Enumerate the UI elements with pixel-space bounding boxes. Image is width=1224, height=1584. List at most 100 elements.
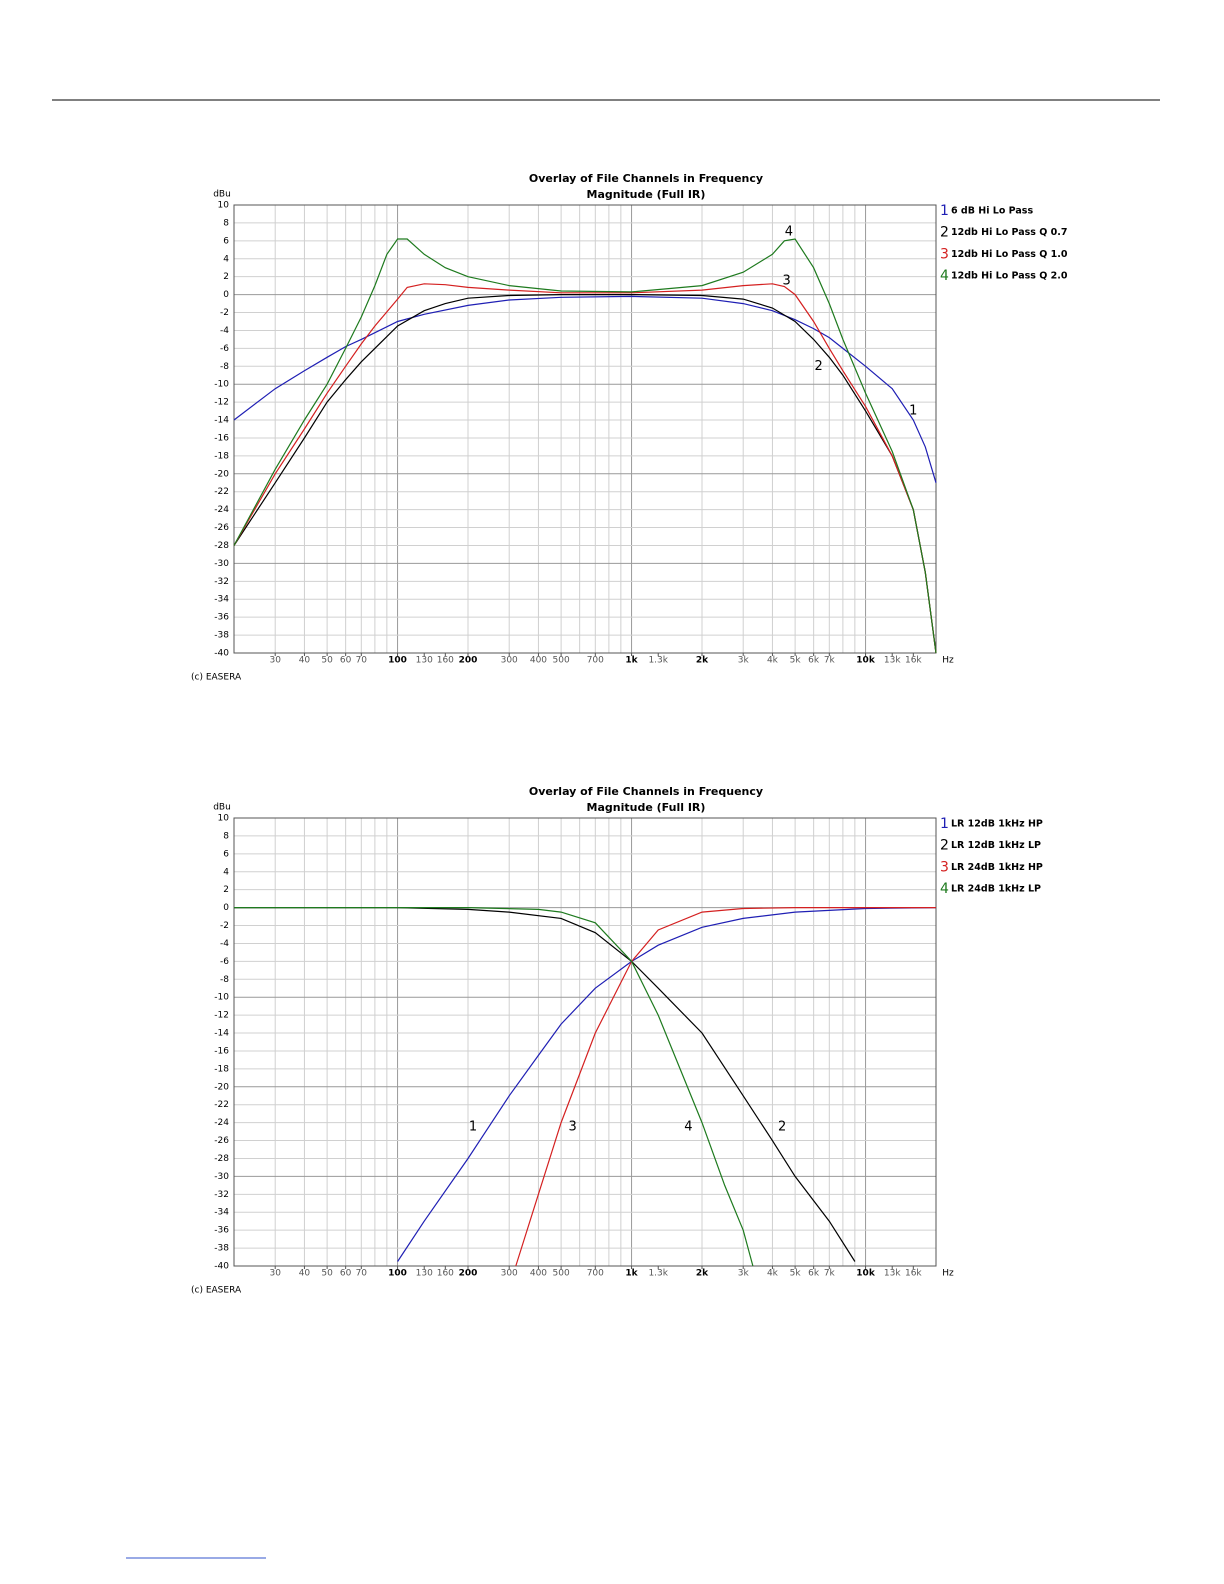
series-annotation: 1 — [469, 1120, 477, 1135]
series-annotation: 2 — [814, 359, 822, 374]
series-annotation: 3 — [568, 1120, 576, 1135]
x-tick-label: 1k — [625, 1269, 638, 1279]
x-tick-label: 700 — [587, 1269, 604, 1279]
y-tick-label: -8 — [220, 362, 229, 372]
y-tick-label: 10 — [218, 201, 230, 211]
x-tick-label: 1.3k — [648, 1269, 668, 1279]
y-tick-label: -26 — [214, 1136, 229, 1146]
x-tick-label: 3k — [738, 1269, 750, 1279]
x-tick-label: 100 — [388, 656, 407, 666]
y-tick-label: -20 — [214, 469, 229, 479]
x-axis-label: Hz — [942, 656, 954, 666]
x-tick-label: 160 — [437, 1269, 454, 1279]
x-tick-label: 700 — [587, 656, 604, 666]
x-tick-label: 2k — [696, 1269, 709, 1279]
series-line — [233, 295, 937, 483]
x-tick-label: 2k — [696, 656, 709, 666]
x-tick-label: 7k — [824, 656, 836, 666]
y-axis-label: dBu — [213, 190, 231, 200]
x-tick-label: 100 — [388, 1269, 407, 1279]
y-tick-label: -6 — [220, 344, 229, 354]
y-tick-label: -4 — [220, 939, 229, 949]
x-tick-label: 300 — [501, 656, 518, 666]
y-tick-label: 4 — [223, 254, 229, 264]
legend-number: 4 — [940, 881, 949, 897]
x-tick-label: 40 — [299, 1269, 311, 1279]
y-tick-label: -36 — [214, 1226, 229, 1236]
footer: (c) EASERA — [191, 1286, 242, 1296]
legend-label: LR 12dB 1kHz LP — [951, 840, 1041, 851]
y-tick-label: -6 — [220, 957, 229, 967]
series-line — [233, 294, 937, 654]
x-tick-label: 130 — [416, 1269, 433, 1279]
y-tick-label: -32 — [214, 577, 229, 587]
legend-number: 1 — [940, 816, 949, 832]
x-axis-label: Hz — [942, 1269, 954, 1279]
x-tick-label: 400 — [530, 656, 547, 666]
y-tick-label: -20 — [214, 1082, 229, 1092]
y-tick-label: 0 — [223, 290, 229, 300]
series-annotation: 2 — [778, 1120, 786, 1135]
x-tick-label: 400 — [530, 1269, 547, 1279]
x-tick-label: 1k — [625, 656, 638, 666]
x-tick-label: 200 — [459, 1269, 478, 1279]
series-annotation: 4 — [684, 1120, 692, 1135]
y-tick-label: -32 — [214, 1190, 229, 1200]
x-tick-label: 60 — [340, 656, 352, 666]
legend-number: 2 — [940, 838, 949, 854]
y-tick-label: -28 — [214, 1154, 229, 1164]
y-tick-label: -14 — [214, 1029, 229, 1039]
y-tick-label: -40 — [214, 1262, 229, 1272]
y-tick-label: 6 — [223, 849, 229, 859]
y-tick-label: -24 — [214, 1118, 229, 1128]
x-tick-label: 6k — [808, 656, 820, 666]
y-tick-label: -36 — [214, 613, 229, 623]
x-tick-label: 13k — [884, 656, 901, 666]
legend-label: 12db Hi Lo Pass Q 1.0 — [951, 249, 1068, 260]
x-tick-label: 13k — [884, 1269, 901, 1279]
y-axis-label: dBu — [213, 803, 231, 813]
x-tick-label: 60 — [340, 1269, 352, 1279]
y-tick-label: -30 — [214, 559, 229, 569]
footer: (c) EASERA — [191, 673, 242, 683]
x-tick-label: 5k — [790, 656, 802, 666]
y-tick-label: -34 — [214, 595, 229, 605]
y-tick-label: -28 — [214, 541, 229, 551]
y-tick-label: 0 — [223, 903, 229, 913]
legend-number: 3 — [940, 246, 949, 262]
x-tick-label: 500 — [553, 1269, 570, 1279]
x-tick-label: 70 — [356, 656, 368, 666]
series-line — [515, 907, 936, 1267]
y-tick-label: -24 — [214, 505, 229, 515]
series-line — [233, 283, 937, 654]
y-tick-label: 8 — [223, 218, 229, 228]
y-tick-label: -40 — [214, 649, 229, 659]
chart-title: Overlay of File Channels in Frequency — [529, 785, 763, 798]
legend-label: 6 dB Hi Lo Pass — [951, 206, 1033, 217]
series-line — [234, 907, 754, 1267]
plot-frame — [233, 204, 937, 654]
chart-title: Overlay of File Channels in Frequency — [529, 172, 763, 185]
x-tick-label: 6k — [808, 1269, 820, 1279]
x-tick-label: 16k — [905, 1269, 922, 1279]
y-tick-label: -22 — [214, 1100, 229, 1110]
legend-label: LR 24dB 1kHz HP — [951, 862, 1043, 873]
x-tick-label: 16k — [905, 656, 922, 666]
legend-number: 3 — [940, 859, 949, 875]
chart-subtitle: Magnitude (Full IR) — [587, 801, 706, 814]
y-tick-label: 2 — [223, 885, 229, 895]
x-tick-label: 130 — [416, 656, 433, 666]
x-tick-label: 160 — [437, 656, 454, 666]
y-tick-label: 6 — [223, 236, 229, 246]
y-tick-label: 4 — [223, 867, 229, 877]
x-tick-label: 5k — [790, 1269, 802, 1279]
x-tick-label: 10k — [856, 1269, 876, 1279]
y-tick-label: -26 — [214, 523, 229, 533]
y-tick-label: 2 — [223, 272, 229, 282]
plot-frame — [233, 817, 937, 1267]
legend-number: 2 — [940, 225, 949, 241]
y-tick-label: -2 — [220, 921, 229, 931]
y-tick-label: -4 — [220, 326, 229, 336]
y-tick-label: -8 — [220, 975, 229, 985]
